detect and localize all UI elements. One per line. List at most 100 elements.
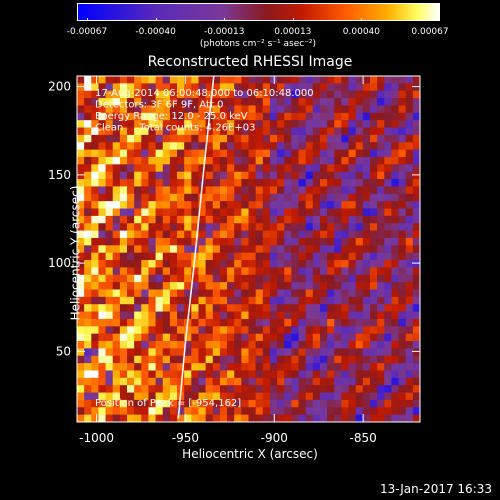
heatmap-cell (91, 120, 99, 128)
heatmap-cell (198, 83, 206, 92)
heatmap-cell (219, 348, 228, 357)
heatmap-cell (98, 120, 106, 128)
heatmap-cell (369, 98, 378, 106)
heatmap-cell (127, 392, 135, 401)
heatmap-cell (169, 252, 178, 261)
heatmap-cell (398, 142, 407, 150)
heatmap-cell (241, 142, 249, 150)
heatmap-cell (162, 112, 171, 121)
heatmap-cell (312, 120, 321, 128)
heatmap-cell (169, 274, 178, 283)
heatmap-cell (377, 237, 385, 246)
heatmap-cell (398, 193, 407, 202)
heatmap-cell (77, 112, 85, 121)
heatmap-cell (198, 171, 206, 180)
heatmap-cell (177, 76, 185, 84)
heatmap-cell (298, 215, 306, 224)
heatmap-cell (119, 201, 128, 209)
heatmap-cell (91, 179, 99, 187)
heatmap-cell (405, 252, 414, 261)
heatmap-cell (291, 318, 299, 327)
heatmap-cell (398, 267, 407, 276)
heatmap-cell (169, 407, 178, 415)
heatmap-cell (327, 311, 335, 320)
heatmap-cell (127, 98, 135, 106)
heatmap-cell (119, 112, 128, 121)
heatmap-cell (405, 237, 414, 246)
heatmap-cell (277, 156, 285, 165)
heatmap-cell (134, 252, 142, 261)
heatmap-cell (191, 164, 199, 172)
heatmap-cell (248, 171, 256, 180)
heatmap-cell (227, 407, 235, 415)
heatmap-cell (241, 193, 249, 202)
heatmap-cell (405, 311, 414, 320)
heatmap-cell (234, 201, 242, 209)
heatmap-cell (377, 215, 385, 224)
heatmap-cell (327, 245, 335, 253)
heatmap-cell (319, 289, 328, 298)
heatmap-cell (319, 355, 328, 364)
heatmap-cell (234, 149, 242, 158)
heatmap-cell (219, 193, 228, 202)
heatmap-cell (119, 127, 128, 136)
heatmap-cell (269, 215, 278, 224)
heatmap-cell (219, 83, 228, 92)
heatmap-cell (98, 134, 106, 143)
heatmap-cell (412, 252, 421, 261)
heatmap-cell (84, 156, 92, 165)
heatmap-cell (312, 98, 321, 106)
heatmap-cell (284, 282, 292, 290)
heatmap-cell (412, 274, 421, 283)
heatmap-cell (312, 392, 321, 401)
heatmap-cell (312, 127, 321, 136)
heatmap-cell (91, 289, 99, 298)
heatmap-cell (91, 149, 99, 158)
heatmap-cell (212, 230, 221, 239)
heatmap-cell (169, 348, 178, 357)
heatmap-cell (369, 318, 378, 327)
heatmap-cell (241, 311, 249, 320)
heatmap-cell (284, 252, 292, 261)
heatmap-cell (155, 252, 164, 261)
heatmap-cell (98, 112, 106, 121)
heatmap-cell (312, 90, 321, 99)
heatmap-cell (162, 83, 171, 92)
heatmap-cell (141, 370, 149, 379)
heatmap-cell (291, 267, 299, 276)
heatmap-cell (91, 414, 99, 423)
heatmap-cell (412, 76, 421, 84)
heatmap-cell (84, 341, 92, 349)
heatmap-cell (412, 156, 421, 165)
heatmap-cell (312, 156, 321, 165)
heatmap-cell (334, 392, 342, 401)
heatmap-cell (319, 105, 328, 114)
heatmap-cell (84, 355, 92, 364)
heatmap-cell (127, 282, 135, 290)
heatmap-cell (177, 370, 185, 379)
heatmap-cell (162, 186, 171, 195)
heatmap-cell (212, 112, 221, 121)
heatmap-cell (362, 90, 371, 99)
heatmap-cell (112, 399, 121, 408)
heatmap-cell (162, 215, 171, 224)
heatmap-cell (112, 274, 121, 283)
heatmap-cell (262, 171, 271, 180)
heatmap-cell (84, 223, 92, 231)
heatmap-cell (77, 90, 85, 99)
heatmap-cell (91, 252, 99, 261)
heatmap-cell (262, 289, 271, 298)
heatmap-cell (177, 237, 185, 246)
heatmap-cell (198, 392, 206, 401)
heatmap-cell (255, 289, 264, 298)
heatmap-cell (234, 215, 242, 224)
heatmap-cell (177, 311, 185, 320)
heatmap-cell (127, 134, 135, 143)
heatmap-cell (177, 156, 185, 165)
heatmap-cell (405, 156, 414, 165)
heatmap-cell (177, 326, 185, 334)
heatmap-cell (277, 83, 285, 92)
heatmap-cell (141, 98, 149, 106)
heatmap-cell (84, 76, 92, 84)
heatmap-cell (355, 193, 364, 202)
